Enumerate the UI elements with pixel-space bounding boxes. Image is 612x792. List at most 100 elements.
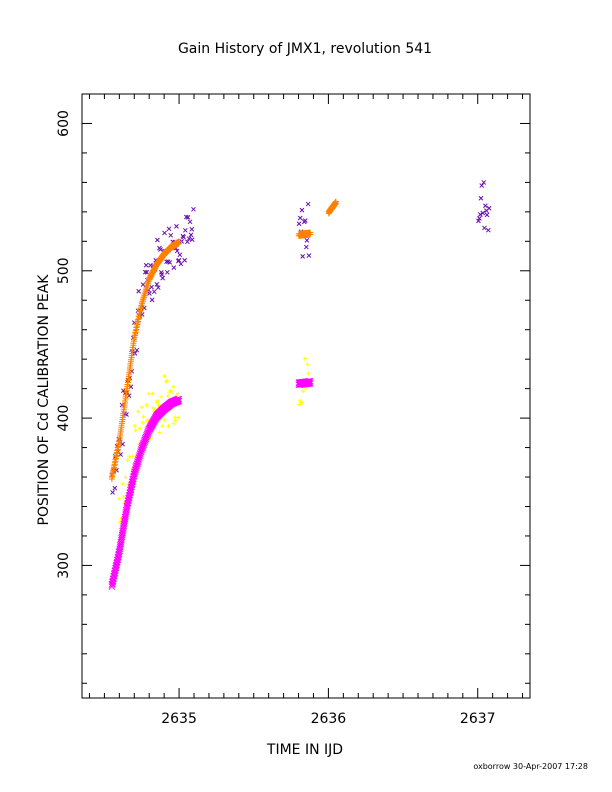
fit-marker	[131, 334, 138, 341]
fit-marker	[122, 400, 129, 407]
data-marker	[485, 227, 491, 233]
data-marker	[297, 402, 302, 407]
data-marker	[185, 239, 190, 245]
data-marker	[479, 183, 485, 188]
data-marker	[166, 226, 172, 232]
y-axis-label: POSITION OF Cd CALIBRATION PEAK	[36, 274, 52, 526]
data-marker	[164, 259, 169, 265]
data-marker	[188, 232, 194, 238]
fit-marker	[112, 458, 119, 465]
data-marker	[159, 394, 164, 399]
fit-marker	[130, 338, 137, 345]
data-marker	[191, 206, 196, 212]
data-marker	[133, 428, 138, 433]
data-marker	[155, 237, 160, 243]
data-marker	[168, 232, 174, 238]
data-marker	[300, 401, 305, 406]
data-marker	[172, 415, 177, 420]
data-marker	[174, 223, 179, 229]
data-marker	[153, 407, 158, 412]
fit-marker	[122, 395, 129, 402]
fit-marker	[136, 313, 143, 320]
data-marker	[128, 384, 134, 390]
data-marker	[476, 218, 481, 224]
fit-marker	[119, 416, 126, 423]
data-marker	[151, 289, 157, 295]
data-marker	[136, 288, 141, 294]
fit-marker	[332, 200, 339, 207]
chart-title: Gain History of JMX1, revolution 541	[178, 41, 432, 57]
data-marker	[155, 398, 160, 403]
fit-marker	[135, 315, 142, 322]
x-tick-label: 2637	[460, 711, 496, 727]
fit-marker	[120, 412, 127, 419]
data-marker	[302, 218, 308, 223]
data-marker	[144, 403, 149, 408]
data-marker	[302, 356, 307, 361]
data-marker	[299, 207, 305, 213]
fit-marker	[135, 318, 142, 325]
fit-marker	[133, 323, 140, 330]
fit-marker	[138, 304, 145, 311]
data-marker	[297, 215, 303, 221]
y-tick-label: 300	[56, 552, 72, 579]
fit-marker	[124, 383, 131, 390]
data-marker	[134, 347, 140, 353]
axis-layer: 2635 2636 2637 300 400 500 600	[56, 93, 530, 727]
data-marker	[139, 405, 144, 410]
fit-marker	[115, 443, 122, 450]
data-marker	[169, 389, 174, 394]
data-marker	[132, 423, 137, 428]
data-marker	[147, 291, 152, 296]
fit-marker	[175, 395, 183, 403]
fit-marker	[123, 391, 130, 398]
fit-marker	[119, 420, 126, 427]
fit-marker	[118, 424, 125, 431]
data-marker	[296, 221, 302, 227]
data-marker	[155, 285, 161, 290]
data-marker	[478, 212, 483, 217]
data-marker	[150, 391, 155, 396]
fit-marker	[307, 231, 314, 238]
data-marker	[181, 234, 186, 240]
data-marker	[481, 180, 487, 185]
data-marker	[117, 496, 122, 501]
fit-marker	[114, 446, 121, 453]
data-marker	[158, 247, 163, 252]
data-marker	[145, 418, 150, 423]
fit-marker	[129, 346, 136, 353]
data-marker	[480, 210, 486, 216]
data-marker	[164, 378, 169, 383]
data-marker	[174, 248, 180, 254]
data-marker	[141, 305, 147, 311]
fit-marker	[121, 404, 128, 411]
data-marker	[167, 260, 173, 265]
fit-marker	[129, 350, 136, 357]
data-marker	[120, 481, 125, 486]
data-marker	[306, 371, 311, 376]
fit-marker	[110, 470, 117, 477]
data-marker	[146, 391, 151, 396]
data-marker	[136, 409, 141, 414]
data-marker	[144, 269, 150, 275]
fit-marker	[111, 461, 118, 468]
fit-marker	[110, 467, 117, 474]
data-marker	[149, 297, 155, 303]
fit-marker	[127, 358, 134, 365]
data-marker	[486, 205, 492, 211]
data-marker	[160, 275, 166, 281]
plot-frame	[81, 93, 531, 699]
fit-marker	[130, 342, 137, 349]
fit-marker	[306, 379, 314, 387]
fit-marker	[136, 310, 143, 317]
data-marker	[141, 414, 146, 419]
data-marker	[110, 490, 115, 495]
footer-credit: oxborrow 30-Apr-2007 17:28	[473, 762, 588, 771]
fit-marker	[134, 321, 141, 328]
fit-marker	[124, 379, 131, 386]
data-marker	[186, 236, 192, 241]
data-marker	[182, 227, 188, 233]
data-marker	[149, 284, 154, 290]
data-marker	[171, 265, 177, 270]
